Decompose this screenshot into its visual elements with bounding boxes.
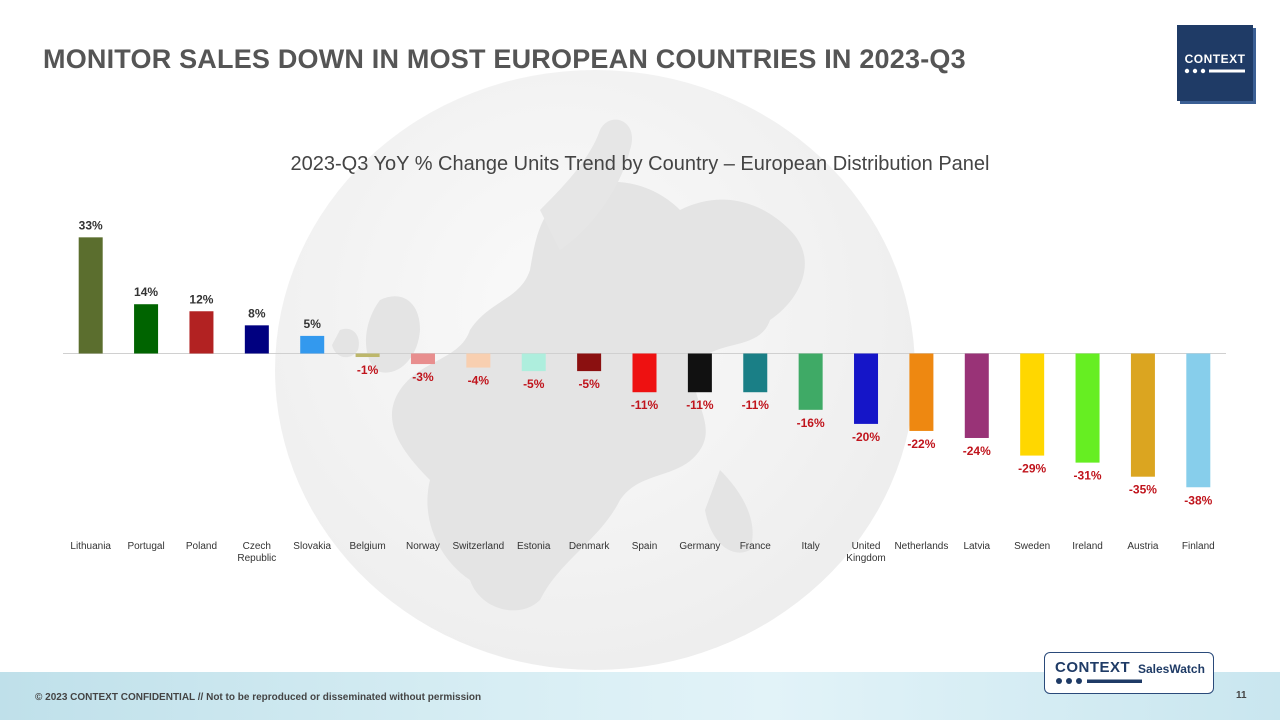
- data-label: -11%: [631, 398, 659, 412]
- data-label: -1%: [357, 363, 379, 377]
- page-number: 11: [1236, 690, 1247, 701]
- data-label: -5%: [523, 377, 545, 391]
- category-label: Finland: [1182, 541, 1215, 552]
- bar-italy: [798, 353, 823, 410]
- data-label: -31%: [1074, 469, 1102, 483]
- category-label: Estonia: [517, 541, 551, 552]
- category-label: Denmark: [569, 541, 611, 552]
- data-label: -29%: [1018, 462, 1046, 476]
- bar-switzerland: [466, 353, 491, 368]
- bar-spain: [632, 353, 657, 393]
- category-label: Germany: [679, 541, 720, 552]
- bar-austria: [1130, 353, 1155, 477]
- logo-text: CONTEXT: [1184, 52, 1246, 66]
- data-label: 33%: [79, 218, 103, 232]
- bar-belgium: [355, 353, 380, 358]
- data-label: -4%: [468, 374, 490, 388]
- bar-portugal: [134, 304, 159, 354]
- data-label: 8%: [248, 306, 266, 320]
- category-label: Netherlands: [894, 541, 948, 552]
- category-label: Latvia: [963, 541, 990, 552]
- category-label: Sweden: [1014, 541, 1050, 552]
- category-label: United Kingdom: [846, 541, 885, 564]
- data-label: -11%: [742, 398, 770, 412]
- category-label: Spain: [632, 541, 658, 552]
- footer-copyright: © 2023 CONTEXT CONFIDENTIAL // Not to be…: [35, 692, 482, 703]
- data-label: -16%: [797, 416, 825, 430]
- bar-lithuania: [78, 237, 103, 354]
- category-label: Portugal: [127, 541, 164, 552]
- data-label: -3%: [412, 370, 434, 384]
- data-label: -20%: [852, 430, 880, 444]
- bar-poland: [189, 311, 214, 354]
- saleswatch-brand: CONTEXT: [1055, 659, 1131, 676]
- data-label: 14%: [134, 285, 158, 299]
- category-label: Italy: [801, 541, 819, 552]
- saleswatch-logo: CONTEXT SalesWatch: [1044, 652, 1214, 694]
- data-label: -35%: [1129, 483, 1157, 497]
- category-label: France: [740, 541, 772, 552]
- data-label: 5%: [304, 317, 322, 331]
- data-label: -38%: [1184, 493, 1212, 507]
- logo-dots-icon: [1184, 68, 1245, 74]
- context-logo: CONTEXT: [1177, 25, 1253, 101]
- category-label: Ireland: [1072, 541, 1103, 552]
- bar-netherlands: [909, 353, 934, 431]
- bar-finland: [1186, 353, 1211, 488]
- bar-ireland: [1075, 353, 1100, 463]
- saleswatch-product: SalesWatch: [1138, 662, 1205, 676]
- bar-france: [743, 353, 768, 393]
- bar-estonia: [521, 353, 546, 372]
- data-label: -24%: [963, 444, 991, 458]
- data-label: -11%: [686, 398, 714, 412]
- bar-sweden: [1020, 353, 1045, 456]
- bar-czech-republic: [244, 325, 269, 354]
- category-label: Norway: [406, 541, 440, 552]
- category-label: Switzerland: [453, 541, 505, 552]
- data-label: -22%: [907, 437, 935, 451]
- category-label: Lithuania: [70, 541, 111, 552]
- bar-latvia: [964, 353, 989, 438]
- saleswatch-dots-icon: [1056, 678, 1142, 684]
- chart-title: 2023-Q3 YoY % Change Units Trend by Coun…: [290, 153, 990, 175]
- category-label: Slovakia: [293, 541, 331, 552]
- bar-germany: [687, 353, 712, 393]
- category-label: Czech Republic: [237, 541, 276, 564]
- data-label: -5%: [578, 377, 600, 391]
- bar-denmark: [577, 353, 602, 372]
- data-label: 12%: [189, 292, 213, 306]
- bar-norway: [410, 353, 435, 365]
- category-label: Poland: [186, 541, 217, 552]
- slide-title: MONITOR SALES DOWN IN MOST EUROPEAN COUN…: [43, 44, 966, 74]
- category-label: Austria: [1127, 541, 1159, 552]
- bar-slovakia: [300, 335, 325, 354]
- category-label: Belgium: [350, 541, 386, 552]
- bar-united-kingdom: [854, 353, 879, 424]
